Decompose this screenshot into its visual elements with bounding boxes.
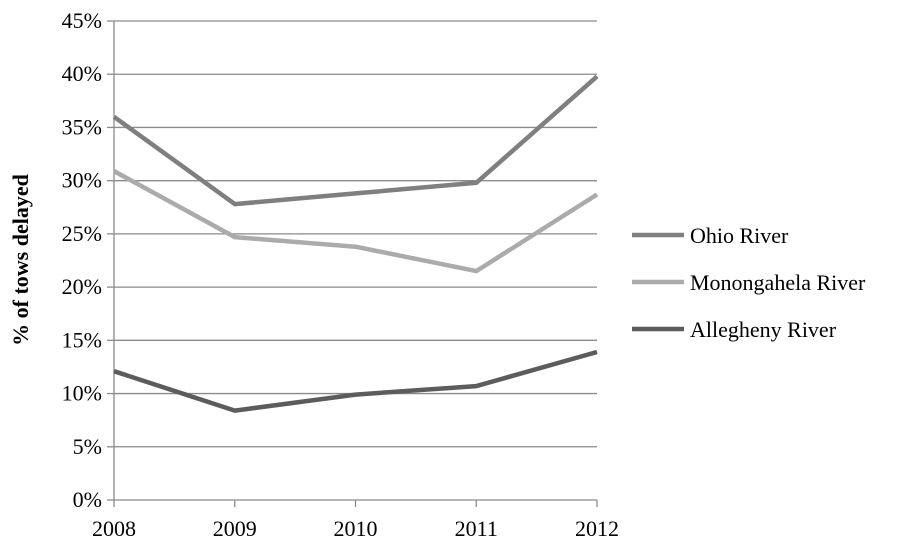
y-tick-label: 5% [73, 434, 102, 459]
legend-label-ohio-river: Ohio River [690, 223, 789, 248]
y-tick-label: 0% [73, 487, 102, 512]
y-tick-label: 40% [62, 61, 102, 86]
y-tick-label: 25% [62, 221, 102, 246]
legend: Ohio River Monongahela River Allegheny Riv… [632, 223, 866, 342]
series-line-ohio-river [112, 74, 599, 207]
legend-label-monongahela-river: Monongahela River [690, 270, 866, 295]
y-tick-labels: 0% 5% 10% 15% 20% 25% 30% 35% 40% 45% [62, 8, 102, 512]
x-tick-label: 2010 [334, 516, 378, 541]
y-tick-label: 15% [62, 327, 102, 352]
x-tick-label: 2008 [92, 516, 136, 541]
series-line-monongahela-river [112, 169, 599, 274]
x-tick-label: 2011 [455, 516, 498, 541]
y-tick-label: 45% [62, 8, 102, 33]
y-tick-label: 20% [62, 274, 102, 299]
y-tick-label: 30% [62, 168, 102, 193]
gridlines [114, 20, 597, 448]
x-tick-labels: 2008 2009 2010 2011 2012 [92, 516, 619, 541]
y-tick-label: 35% [62, 114, 102, 139]
x-tick-label: 2009 [213, 516, 257, 541]
axes [107, 20, 598, 507]
y-axis-title: % of tows delayed [8, 174, 33, 346]
series-line-allegheny-river [113, 349, 598, 413]
legend-label-allegheny-river: Allegheny River [690, 317, 837, 342]
x-tick-label: 2012 [575, 516, 619, 541]
y-tick-label: 10% [62, 381, 102, 406]
series-lines [112, 74, 599, 413]
